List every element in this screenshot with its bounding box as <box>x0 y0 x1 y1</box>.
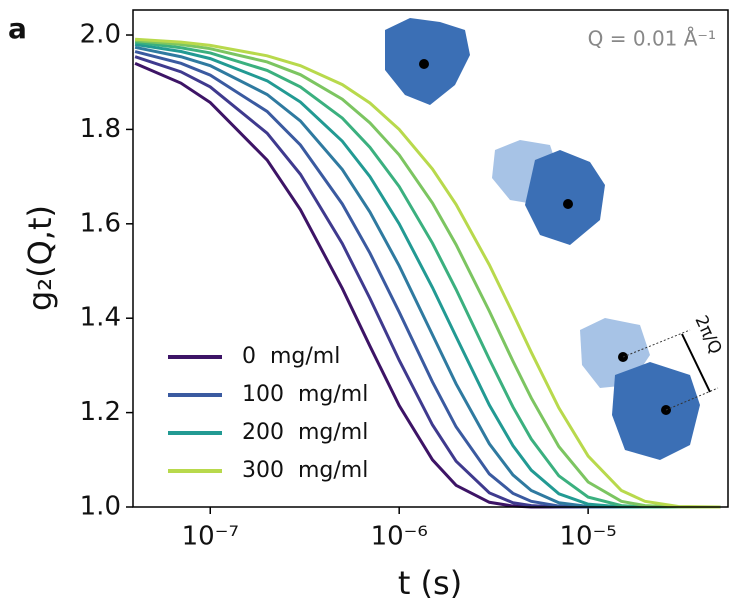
data-line <box>134 39 721 509</box>
data-line <box>134 37 721 509</box>
legend-label: 300 mg/ml <box>242 458 368 483</box>
y-tick-label: 2.0 <box>80 20 121 50</box>
panel-label: a <box>8 12 27 45</box>
x-axis-label: t (s) <box>398 564 462 602</box>
y-tick-label: 1.2 <box>80 397 121 427</box>
x-tick-label: 10⁻⁵ <box>560 522 617 552</box>
y-tick-label: 1.6 <box>80 208 121 238</box>
legend-label: 0 mg/ml <box>242 344 340 369</box>
y-axis-label: g₂(Q,t) <box>21 205 59 311</box>
x-tick-label: 10⁻⁷ <box>182 522 239 552</box>
y-tick-label: 1.4 <box>80 303 121 333</box>
annotation: Q = 0.01 Å⁻¹ <box>588 27 716 51</box>
y-tick-label: 1.8 <box>80 114 121 144</box>
plot-frame <box>132 9 729 508</box>
legend-label: 200 mg/ml <box>242 420 368 445</box>
y-tick-label: 1.0 <box>80 492 121 522</box>
protein-icons <box>385 18 719 460</box>
x-tick-label: 10⁻⁶ <box>371 522 428 552</box>
data-line <box>134 40 721 509</box>
arrow-label: 2π/Q <box>690 313 725 358</box>
legend-label: 100 mg/ml <box>242 382 368 407</box>
